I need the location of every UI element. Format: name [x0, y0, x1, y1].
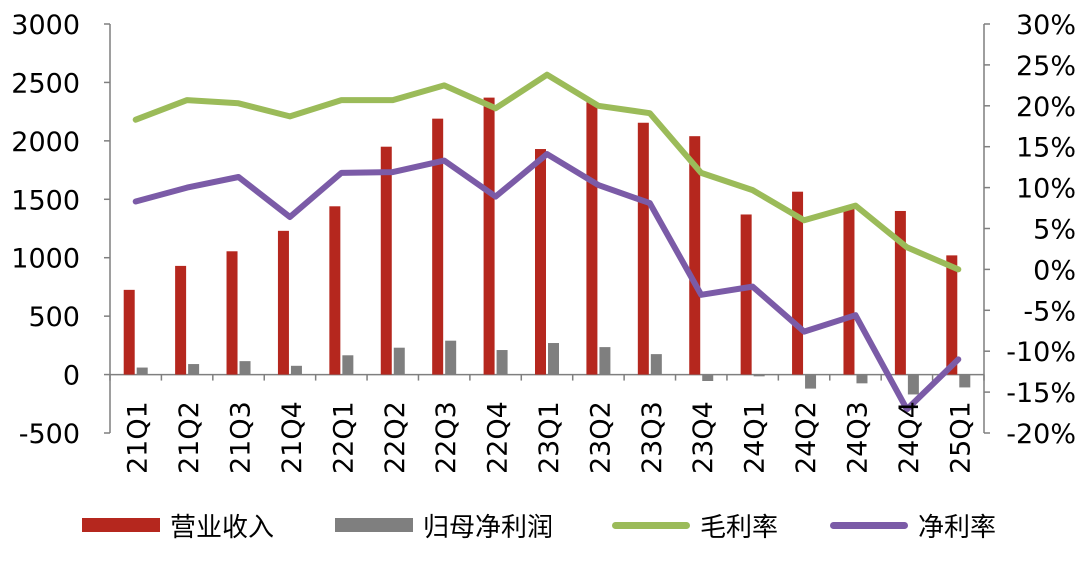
category-label: 24Q3	[842, 401, 873, 474]
axes	[104, 23, 990, 434]
category-label: 22Q3	[431, 401, 462, 474]
category-label: 24Q2	[791, 401, 822, 474]
category-label: 21Q3	[226, 401, 257, 474]
legend-label: 净利率	[918, 512, 997, 543]
right-tick-label: 15%	[1016, 133, 1076, 164]
line-net-margin	[132, 151, 962, 413]
category-label: 23Q3	[637, 401, 668, 474]
legend-label: 营业收入	[170, 512, 275, 543]
bar-revenue	[432, 118, 444, 375]
bar-revenue	[843, 206, 855, 375]
bar-revenue	[637, 122, 649, 375]
right-tick-label: 25%	[1016, 51, 1076, 82]
legend-swatch	[335, 518, 413, 532]
category-label: 21Q4	[277, 401, 308, 474]
bar-revenue	[689, 136, 701, 375]
bar-revenue	[277, 230, 289, 375]
category-label: 23Q2	[585, 401, 616, 474]
category-label: 21Q1	[123, 401, 154, 474]
bar-net-profit	[753, 374, 765, 377]
bar-net-profit	[393, 347, 405, 375]
legend-swatch	[830, 521, 908, 529]
bar-net-profit	[599, 347, 611, 375]
tick-labels: -500 0 500 1000 1500 2000 2500 3000 -20% -15% -10%…	[11, 10, 1076, 474]
left-tick-label: 1500	[11, 185, 80, 216]
bar-revenue	[123, 289, 135, 375]
left-tick-label: 1000	[11, 244, 80, 275]
legend-item: 营业收入	[82, 505, 274, 545]
left-tick-label: 2000	[11, 127, 80, 158]
right-tick-label: -20%	[1006, 419, 1076, 450]
bar-revenue	[483, 97, 495, 375]
lines	[132, 71, 962, 413]
right-tick-label: 0%	[1033, 255, 1076, 286]
legend-swatch	[612, 521, 690, 529]
line-gross-margin	[132, 71, 962, 273]
right-tick-label: -5%	[1023, 296, 1076, 327]
bar-net-profit	[290, 365, 302, 375]
bar-net-profit	[548, 343, 559, 375]
right-tick-label: 20%	[1016, 92, 1076, 123]
category-label: 21Q2	[174, 401, 205, 474]
bar-net-profit	[342, 355, 354, 375]
bar-revenue	[329, 206, 341, 375]
legend-swatch	[82, 518, 160, 532]
right-tick-label: 10%	[1016, 174, 1076, 205]
legend-item: 归母净利润	[335, 505, 553, 545]
category-label: 22Q4	[483, 401, 514, 474]
right-tick-label: -10%	[1006, 337, 1076, 368]
category-label: 22Q1	[328, 401, 359, 474]
legend-label: 毛利率	[700, 512, 779, 543]
bar-net-profit	[239, 361, 251, 375]
right-tick-label: 5%	[1033, 215, 1076, 246]
bar-net-profit	[188, 364, 200, 375]
legend-item: 净利率	[830, 505, 996, 545]
bar-net-profit	[136, 367, 148, 375]
bar-revenue	[380, 146, 392, 375]
right-tick-label: 30%	[1016, 10, 1076, 41]
bar-revenue	[586, 102, 598, 375]
bar-revenue	[175, 265, 187, 375]
bar-net-profit	[650, 354, 662, 375]
chart-plot: -500 0 500 1000 1500 2000 2500 3000 -20% -15% -10%…	[11, 10, 1076, 474]
bar-net-profit	[496, 350, 508, 375]
bar-net-profit	[702, 374, 714, 381]
bar-revenue	[792, 191, 804, 375]
legend: 营业收入 归母净利润 毛利率 净利率	[0, 505, 1080, 545]
category-label: 24Q4	[894, 401, 925, 474]
bar-revenue	[226, 251, 238, 375]
category-label: 23Q4	[688, 401, 719, 474]
legend-item: 毛利率	[612, 505, 778, 545]
left-tick-label: -500	[19, 419, 80, 450]
legend-label: 归母净利润	[423, 512, 554, 543]
bar-revenue	[535, 149, 546, 375]
category-label: 23Q1	[534, 401, 565, 474]
bar-revenue	[946, 255, 958, 375]
bar-revenue	[740, 214, 752, 375]
bar-net-profit	[445, 340, 457, 375]
left-tick-label: 0	[63, 361, 80, 392]
category-label: 22Q2	[380, 401, 411, 474]
bar-revenue	[894, 210, 906, 375]
bar-net-profit	[959, 374, 971, 388]
bar-net-profit	[805, 374, 817, 389]
left-tick-label: 500	[28, 302, 80, 333]
category-label: 25Q1	[945, 401, 976, 474]
bars	[123, 97, 971, 395]
right-tick-label: -15%	[1006, 378, 1076, 409]
left-tick-label: 2500	[11, 68, 80, 99]
bar-net-profit	[856, 374, 868, 384]
category-label: 24Q1	[740, 401, 771, 474]
left-tick-label: 3000	[11, 10, 80, 41]
bar-net-profit	[907, 374, 919, 395]
